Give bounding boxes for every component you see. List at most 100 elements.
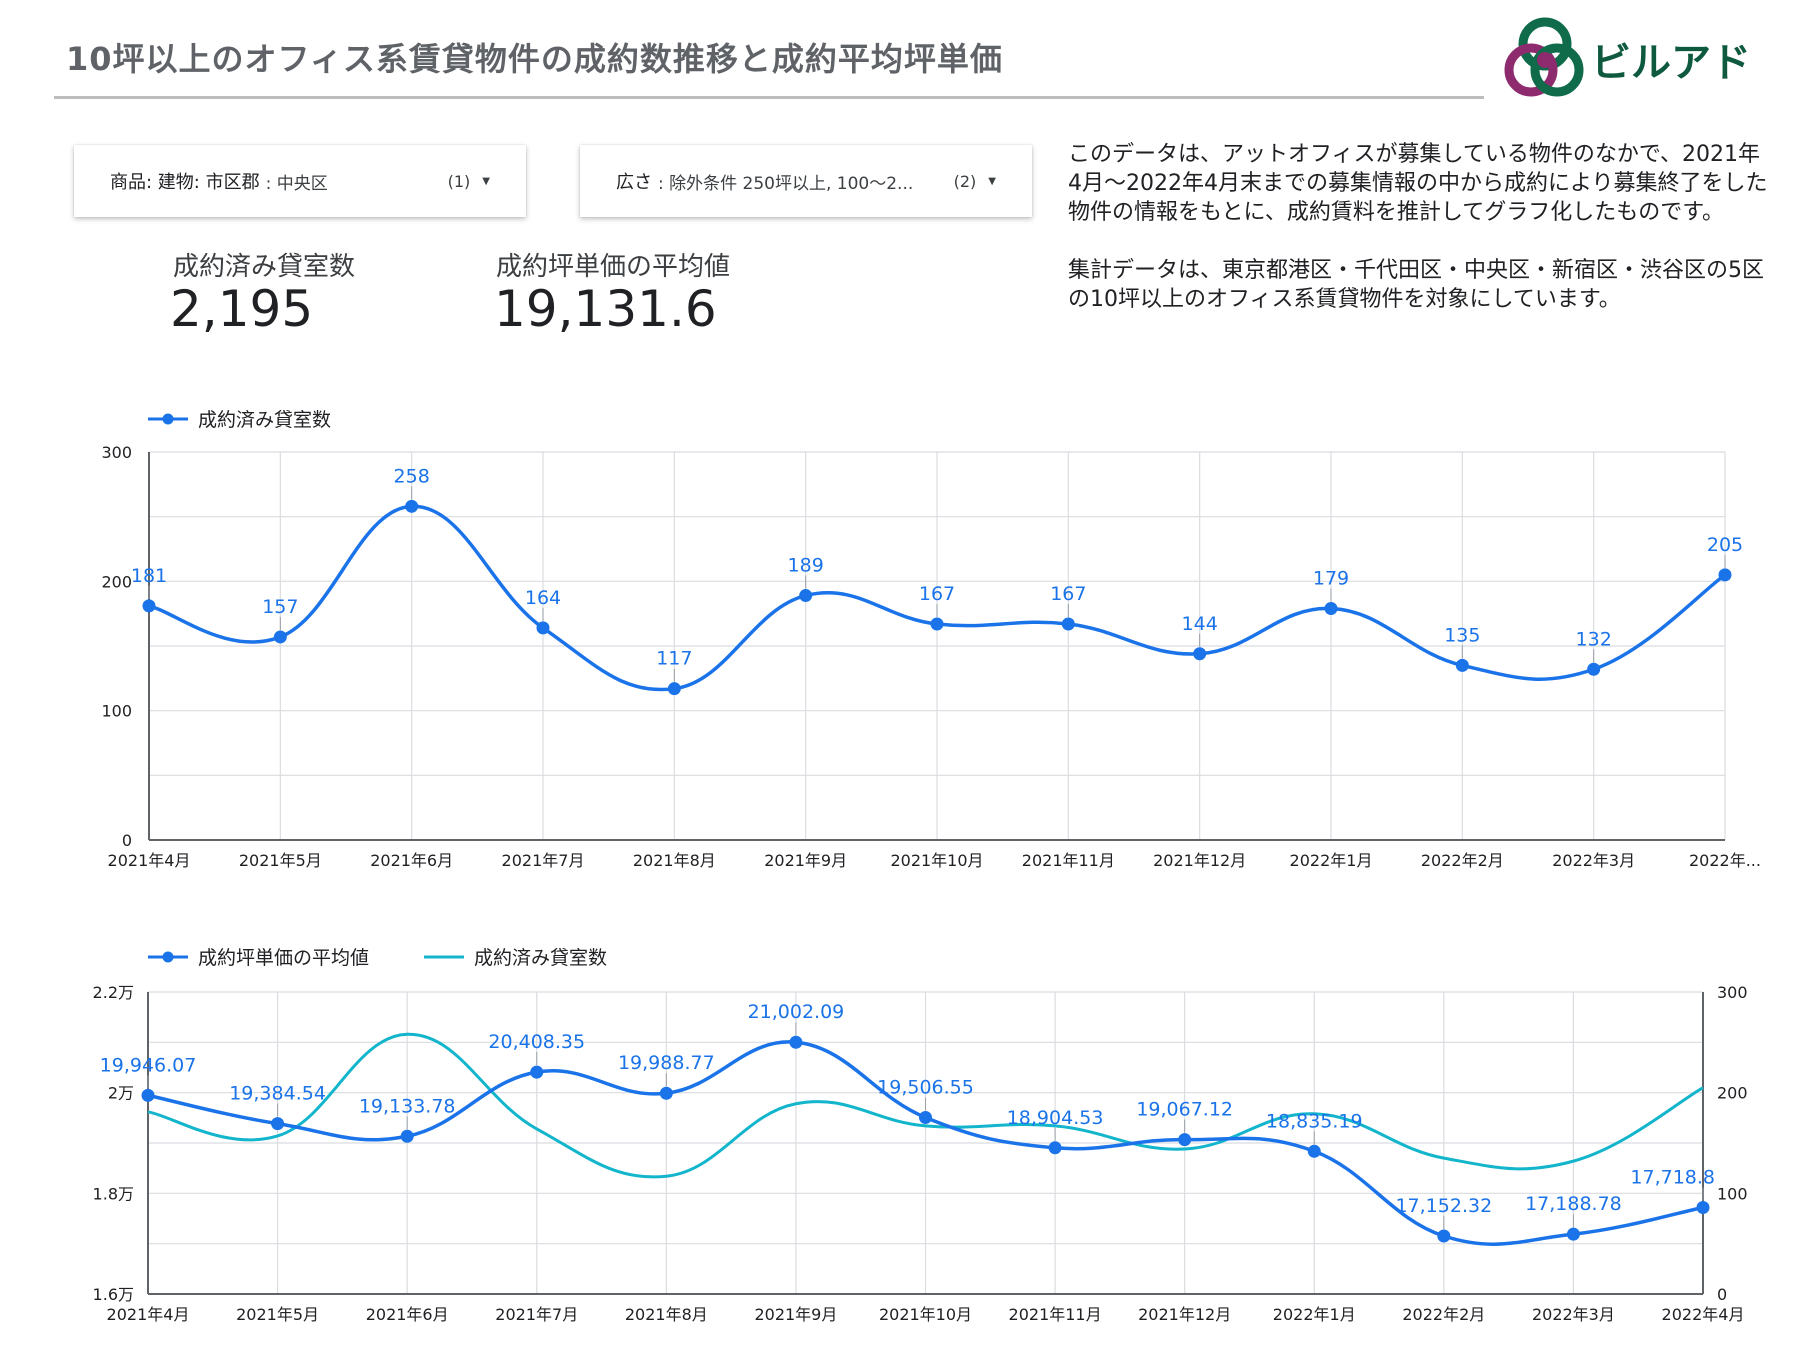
data-label-price: 18,835.19	[1266, 1110, 1363, 1132]
legend-marker-price	[162, 951, 174, 963]
data-point-rooms	[930, 617, 944, 631]
data-label-price: 19,384.54	[229, 1083, 326, 1105]
x-tick-label: 2021年5月	[236, 1305, 319, 1324]
title-divider	[54, 96, 1484, 99]
x-tick-label: 2021年8月	[625, 1305, 708, 1324]
price-rooms-combo-chart: 成約坪単価の平均値 成約済み貸室数 1.6万 1.8万 2万 2.2万 0 100 200 300…	[93, 947, 1748, 1324]
x-tick-label: 2021年11月	[1022, 851, 1115, 870]
legend-label-price: 成約坪単価の平均値	[198, 947, 369, 969]
x-tick-label: 2022年2月	[1402, 1305, 1485, 1324]
filter-city-label: 商品: 建物: 市区郡	[110, 172, 260, 193]
x-tick-label: 2021年6月	[370, 851, 453, 870]
x-tick-label: 2022年2月	[1421, 851, 1504, 870]
data-point-rooms	[1455, 658, 1469, 672]
filter-size[interactable]: 広さ : 除外条件 250坪以上, 100〜2... (2) ▼	[580, 145, 1032, 217]
data-point-rooms	[667, 682, 681, 696]
data-label-rooms: 135	[1444, 624, 1480, 646]
data-point-rooms	[405, 499, 419, 513]
x-tick-label: 2022年1月	[1290, 851, 1373, 870]
y-left-tick-label: 1.6万	[93, 1285, 134, 1304]
x-tick-label: 2022年...	[1689, 851, 1761, 870]
data-label-price: 17,188.78	[1525, 1193, 1622, 1215]
data-point-rooms	[273, 630, 287, 644]
data-label-rooms: 189	[788, 555, 824, 577]
x-tick-label: 2021年9月	[754, 1305, 837, 1324]
kpi-rooms-label: 成約済み貸室数	[173, 252, 356, 282]
filter-size-value: : 除外条件 250坪以上, 100〜2...	[658, 173, 914, 194]
y-tick-label: 0	[122, 831, 132, 850]
data-point-rooms	[1193, 647, 1207, 661]
data-point-rooms	[1718, 568, 1732, 582]
data-point-price	[1048, 1141, 1062, 1155]
description-paragraph-1: このデータは、アットオフィスが募集している物件のなかで、2021年4月〜2022…	[1068, 142, 1768, 225]
x-tick-label: 2021年9月	[764, 851, 847, 870]
data-label-rooms: 258	[394, 465, 430, 487]
filter-city[interactable]: 商品: 建物: 市区郡 : 中央区 (1) ▼	[74, 145, 526, 217]
data-label-price: 21,002.09	[748, 1001, 845, 1023]
x-tick-label: 2021年4月	[108, 851, 191, 870]
legend-marker-rooms	[162, 413, 174, 425]
y-tick-label: 100	[101, 702, 132, 721]
legend-label-rooms: 成約済み貸室数	[474, 947, 607, 969]
data-point-price	[919, 1111, 932, 1125]
x-tick-label: 2021年11月	[1009, 1305, 1102, 1324]
data-label-rooms: 144	[1182, 613, 1218, 635]
data-point-price	[789, 1035, 803, 1049]
y-left-tick-label: 2.2万	[93, 983, 134, 1002]
data-label-rooms: 179	[1313, 567, 1349, 589]
x-tick-label: 2021年12月	[1138, 1305, 1231, 1324]
data-label-price: 19,067.12	[1136, 1099, 1233, 1121]
data-point-rooms	[1587, 662, 1601, 676]
data-label-price: 20,408.35	[488, 1031, 585, 1053]
x-tick-label: 2022年1月	[1273, 1305, 1356, 1324]
chevron-down-icon[interactable]: ▼	[988, 175, 996, 187]
data-point-rooms	[799, 589, 813, 603]
x-tick-label: 2021年8月	[633, 851, 716, 870]
kpi-price-label: 成約坪単価の平均値	[496, 252, 731, 282]
data-point-rooms	[142, 599, 156, 613]
description: このデータは、アットオフィスが募集している物件のなかで、2021年4月〜2022…	[1068, 140, 1768, 343]
y-right-tick-label: 300	[1717, 983, 1748, 1002]
y-left-tick-label: 1.8万	[93, 1184, 134, 1203]
page-title: 10坪以上のオフィス系賃貸物件の成約数推移と成約平均坪単価	[66, 40, 1003, 78]
filter-size-count: (2)	[953, 171, 977, 191]
y-tick-label: 200	[101, 572, 132, 591]
data-label-price: 19,988.77	[618, 1052, 715, 1074]
x-tick-label: 2021年7月	[495, 1305, 578, 1324]
data-label-price: 18,904.53	[1007, 1107, 1104, 1129]
data-label-rooms: 132	[1576, 628, 1612, 650]
description-paragraph-2: 集計データは、東京都港区・千代田区・中央区・新宿区・渋谷区の5区の10坪以上のオ…	[1068, 258, 1764, 312]
data-point-price	[1437, 1229, 1451, 1243]
data-label-price: 17,152.32	[1395, 1195, 1492, 1217]
x-tick-label: 2021年10月	[890, 851, 983, 870]
data-label-rooms: 117	[656, 648, 692, 670]
x-tick-label: 2021年12月	[1153, 851, 1246, 870]
data-point-price	[1307, 1144, 1321, 1158]
company-logo: ビルアド	[1504, 17, 1751, 97]
kpi-rooms-value: 2,195	[170, 280, 314, 338]
data-label-rooms: 167	[919, 583, 955, 605]
series-line-rooms	[147, 1032, 1704, 1179]
x-tick-label: 2022年3月	[1532, 1305, 1615, 1324]
data-label-price: 19,133.78	[359, 1095, 456, 1117]
data-point-price	[141, 1088, 155, 1102]
data-label-rooms: 167	[1050, 583, 1086, 605]
x-tick-label: 2021年4月	[107, 1305, 190, 1324]
y-right-tick-label: 100	[1717, 1184, 1748, 1203]
y-right-tick-label: 200	[1717, 1084, 1748, 1103]
data-point-rooms	[1061, 617, 1075, 631]
data-label-rooms: 164	[525, 587, 561, 609]
data-point-price	[1178, 1133, 1192, 1147]
data-label-rooms: 181	[131, 565, 167, 587]
data-label-price: 17,718.8	[1630, 1166, 1715, 1188]
data-point-price	[530, 1065, 544, 1079]
chevron-down-icon[interactable]: ▼	[482, 175, 490, 187]
kpi-price-value: 19,131.6	[494, 280, 717, 338]
data-point-rooms	[1324, 601, 1338, 615]
y-tick-label: 300	[101, 443, 132, 462]
data-label-rooms: 205	[1707, 534, 1743, 556]
data-point-price	[271, 1117, 285, 1131]
filter-size-label: 広さ	[616, 172, 652, 193]
legend-label-rooms: 成約済み貸室数	[198, 409, 331, 431]
filter-city-value: : 中央区	[265, 173, 328, 194]
